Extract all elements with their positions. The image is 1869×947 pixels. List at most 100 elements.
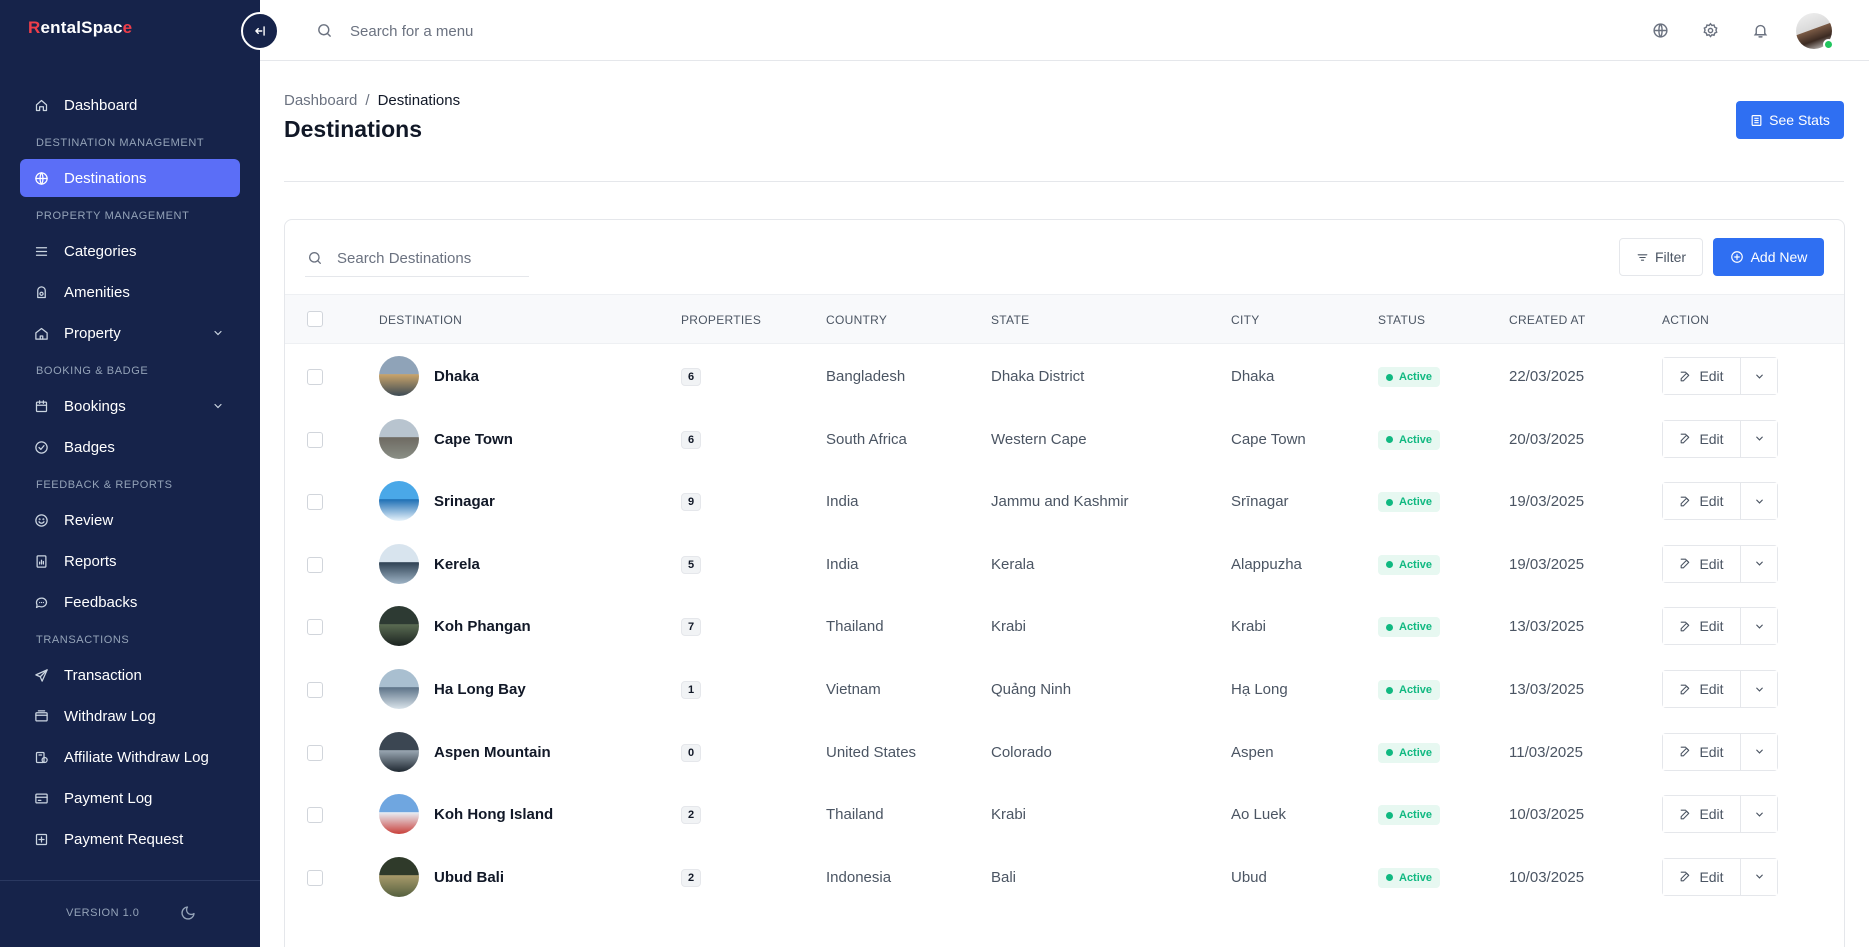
select-all-checkbox[interactable] <box>307 311 323 327</box>
destination-name[interactable]: Dhaka <box>434 368 480 385</box>
destination-name[interactable]: Cape Town <box>434 430 513 448</box>
row-actions-dropdown[interactable] <box>1741 671 1777 707</box>
chevron-down-icon <box>1755 874 1763 880</box>
sidebar-item-transaction[interactable]: Transaction <box>20 656 240 694</box>
column-header-status[interactable]: STATUS <box>1378 313 1426 327</box>
breadcrumb-dashboard-link[interactable]: Dashboard <box>284 92 358 109</box>
created-at-cell: 10/03/2025 <box>1509 868 1585 886</box>
destination-name[interactable]: Ubud Bali <box>434 868 504 886</box>
sidebar-item-dashboard[interactable]: Dashboard <box>20 86 240 124</box>
settings-gear-icon[interactable] <box>1702 22 1719 39</box>
see-stats-button[interactable]: See Stats <box>1736 101 1844 139</box>
sidebar-item-property[interactable]: Property <box>20 314 240 352</box>
edit-button[interactable]: Edit <box>1663 420 1741 457</box>
sidebar-item-bookings[interactable]: Bookings <box>20 387 240 425</box>
status-dot <box>1386 561 1393 569</box>
destination-name[interactable]: Koh Phangan <box>434 618 531 636</box>
row-checkbox[interactable] <box>307 807 323 824</box>
send-icon <box>32 666 50 684</box>
sidebar-item-payment-log[interactable]: Payment Log <box>20 779 240 817</box>
row-action-group: Edit <box>1662 607 1778 646</box>
sidebar-item-badges[interactable]: Badges <box>20 428 240 466</box>
status-badge: Active <box>1378 617 1441 638</box>
destination-name[interactable]: Ha Long Bay <box>434 681 526 698</box>
collapse-sidebar-button[interactable] <box>241 12 279 50</box>
destination-name[interactable]: Aspen Mountain <box>434 743 551 761</box>
edit-button[interactable]: Edit <box>1663 483 1741 520</box>
online-status-dot <box>1823 39 1834 50</box>
chevron-down-icon <box>1755 624 1763 629</box>
filter-button[interactable]: Filter <box>1619 238 1703 276</box>
status-dot <box>1386 623 1393 631</box>
row-checkbox[interactable] <box>307 369 323 385</box>
state-cell: Kerala <box>991 555 1035 573</box>
row-checkbox[interactable] <box>307 682 323 698</box>
edit-button[interactable]: Edit <box>1663 671 1741 707</box>
chevron-down-icon <box>1755 561 1763 567</box>
row-actions-dropdown[interactable] <box>1741 733 1777 770</box>
row-actions-dropdown[interactable] <box>1741 483 1777 520</box>
created-at-cell: 19/03/2025 <box>1509 555 1585 573</box>
edit-button[interactable]: Edit <box>1663 608 1741 645</box>
sidebar-item-review[interactable]: Review <box>20 501 240 539</box>
row-actions-dropdown[interactable] <box>1741 358 1777 394</box>
dark-mode-toggle-icon[interactable] <box>180 905 196 921</box>
sidebar-item-categories[interactable]: Categories <box>20 232 240 270</box>
edit-button[interactable]: Edit <box>1663 733 1741 770</box>
add-new-label: Add New <box>1750 249 1808 265</box>
notification-bell-icon[interactable] <box>1752 22 1769 39</box>
created-at-cell: 20/03/2025 <box>1509 430 1585 448</box>
sidebar-item-destinations[interactable]: Destinations <box>20 159 240 197</box>
status-label: Active <box>1399 684 1433 696</box>
edit-button[interactable]: Edit <box>1663 358 1741 394</box>
created-at-cell: 19/03/2025 <box>1509 493 1585 511</box>
row-checkbox[interactable] <box>307 556 323 573</box>
destination-name[interactable]: Srinagar <box>434 493 495 511</box>
column-header-city[interactable]: CITY <box>1231 313 1260 327</box>
sidebar-item-amenities[interactable]: Amenities <box>20 273 240 311</box>
app-logo[interactable]: RentalSpace <box>28 18 132 38</box>
destinations-search-input[interactable] <box>305 240 529 277</box>
edit-label: Edit <box>1699 618 1724 635</box>
status-label: Active <box>1399 371 1433 383</box>
sidebar-item-payment-request[interactable]: Payment Request <box>20 820 240 858</box>
language-globe-icon[interactable] <box>1652 22 1669 39</box>
column-header-state[interactable]: STATE <box>991 313 1030 327</box>
edit-button[interactable]: Edit <box>1663 545 1741 582</box>
row-actions-dropdown[interactable] <box>1741 608 1777 645</box>
edit-button[interactable]: Edit <box>1663 796 1741 833</box>
menu-search-input[interactable] <box>350 18 650 44</box>
row-checkbox[interactable] <box>307 619 323 636</box>
sidebar-item-feedbacks[interactable]: Feedbacks <box>20 583 240 621</box>
sidebar-item-affiliate-withdraw-log[interactable]: Affiliate Withdraw Log <box>20 738 240 776</box>
row-checkbox[interactable] <box>307 431 323 448</box>
column-header-created-at[interactable]: CREATED AT <box>1509 313 1586 327</box>
wallet-icon <box>32 707 50 725</box>
sidebar-item-reports[interactable]: Reports <box>20 542 240 580</box>
row-actions-dropdown[interactable] <box>1741 796 1777 833</box>
sidebar-item-label: Amenities <box>64 283 130 301</box>
row-action-group: Edit <box>1662 857 1778 896</box>
list-icon <box>32 242 50 260</box>
row-actions-dropdown[interactable] <box>1741 420 1777 457</box>
row-checkbox[interactable] <box>307 494 323 511</box>
column-header-properties[interactable]: PROPERTIES <box>681 313 762 327</box>
row-action-group: Edit <box>1662 795 1778 834</box>
row-checkbox[interactable] <box>307 869 323 886</box>
add-new-button[interactable]: Add New <box>1713 238 1824 276</box>
destination-name[interactable]: Koh Hong Island <box>434 806 554 824</box>
row-checkbox[interactable] <box>307 744 323 761</box>
sidebar: RentalSpace Dashboard DESTINATION MANAGEM… <box>0 0 260 947</box>
edit-button[interactable]: Edit <box>1663 858 1741 895</box>
sidebar-item-withdraw-log[interactable]: Withdraw Log <box>20 697 240 735</box>
top-bar <box>260 0 1869 61</box>
row-actions-dropdown[interactable] <box>1741 858 1777 895</box>
chevron-down-icon <box>1755 749 1763 754</box>
row-actions-dropdown[interactable] <box>1741 545 1777 582</box>
edit-pencil-icon <box>1681 746 1690 757</box>
city-cell: Ubud <box>1231 868 1267 886</box>
header-divider <box>284 181 1844 182</box>
column-header-country[interactable]: COUNTRY <box>826 313 888 327</box>
column-header-destination[interactable]: DESTINATION <box>379 313 463 327</box>
destination-name[interactable]: Kerela <box>434 555 480 573</box>
